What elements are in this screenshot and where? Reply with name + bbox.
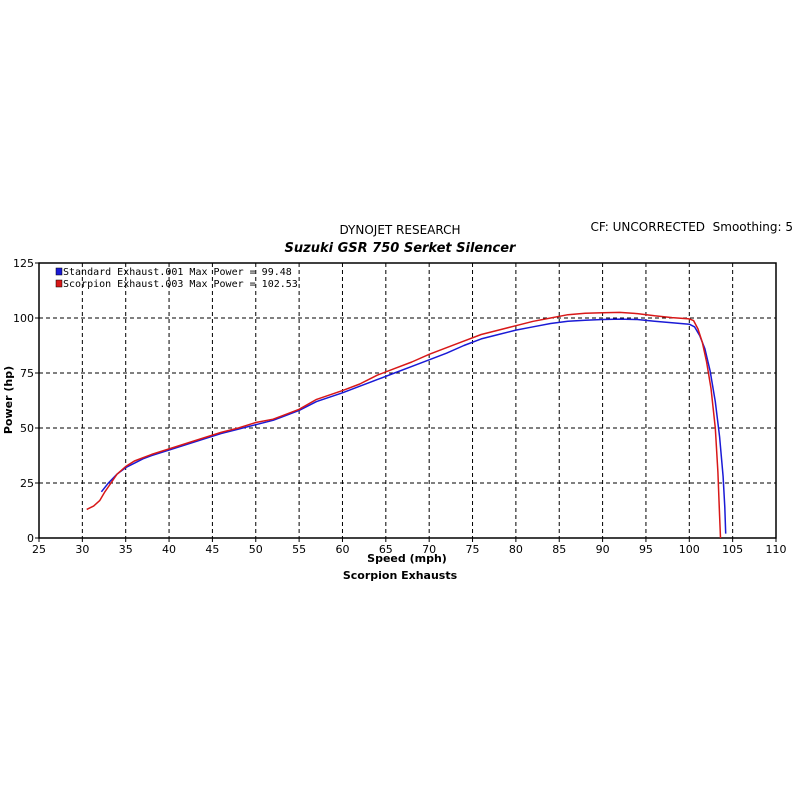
x-tick-label: 100 — [679, 543, 700, 556]
x-tick-label: 85 — [552, 543, 566, 556]
x-tick-label: 45 — [205, 543, 219, 556]
y-tick-label: 50 — [20, 422, 34, 435]
series-layer — [86, 311, 727, 539]
y-axis-label: Power (hp) — [2, 366, 15, 434]
chart-subtitle: Suzuki GSR 750 Serket Silencer — [285, 241, 517, 256]
x-tick-label: 25 — [32, 543, 46, 556]
x-tick-labels: 25 30 35 40 45 50 55 60 65 70 75 80 85 90 95 100 105 110 — [32, 543, 787, 556]
x-tick-label: 30 — [75, 543, 89, 556]
x-tick-label: 40 — [162, 543, 176, 556]
y-tick-label: 100 — [13, 312, 34, 325]
legend-entry-standard: Standard Exhaust.001 Max Power = 99.48 — [63, 267, 292, 278]
y-tick-label: 25 — [20, 477, 34, 490]
chart-title: DYNOJET RESEARCH — [339, 223, 460, 237]
x-tick-label: 90 — [596, 543, 610, 556]
footer-label: Scorpion Exhausts — [343, 569, 458, 582]
x-tick-label: 50 — [249, 543, 263, 556]
y-tick-labels: 0 25 50 75 100 125 — [13, 257, 34, 545]
y-tick-label: 75 — [20, 367, 34, 380]
legend: Standard Exhaust.001 Max Power = 99.48 S… — [55, 267, 298, 290]
series-line-scorpion-exhaust — [86, 311, 722, 539]
x-tick-label: 35 — [119, 543, 133, 556]
x-tick-label: 70 — [422, 543, 436, 556]
grid-lines — [35, 262, 777, 542]
plot-frame — [38, 262, 777, 539]
y-tick-label: 0 — [27, 532, 34, 545]
x-tick-label: 65 — [379, 543, 393, 556]
x-tick-label: 105 — [722, 543, 743, 556]
correction-info: CF: UNCORRECTED Smoothing: 5 — [590, 220, 793, 234]
x-axis-label: Speed (mph) — [367, 552, 447, 565]
series-line-standard-exhaust — [100, 318, 727, 534]
x-tick-label: 60 — [335, 543, 349, 556]
x-tick-label: 55 — [292, 543, 306, 556]
x-tick-label: 110 — [766, 543, 787, 556]
legend-swatch-standard — [55, 267, 63, 276]
x-tick-label: 75 — [466, 543, 480, 556]
legend-swatch-scorpion — [55, 279, 63, 288]
x-tick-label: 95 — [639, 543, 653, 556]
legend-entry-scorpion: Scorpion Exhaust.003 Max Power = 102.53 — [63, 279, 298, 290]
x-tick-label: 80 — [509, 543, 523, 556]
y-tick-label: 125 — [13, 257, 34, 270]
